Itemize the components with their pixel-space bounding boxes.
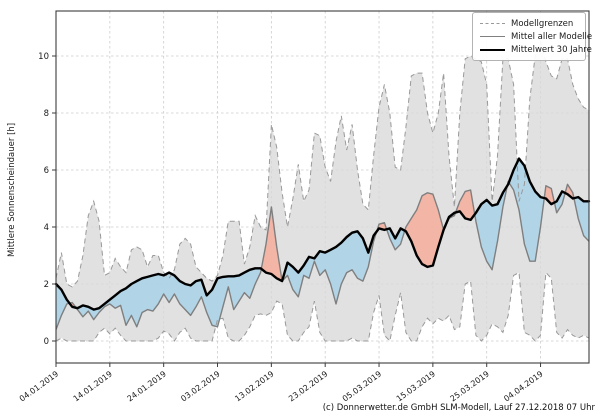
x-tick-label: 04.04.2019 <box>502 369 544 403</box>
gray-line-icon <box>480 36 505 37</box>
model-mean-line <box>55 180 590 330</box>
legend-item-mittelwert-30-jahre: Mittelwert 30 Jahre <box>480 43 592 56</box>
y-tick-label: 8 <box>44 109 49 119</box>
x-tick-label: 15.03.2019 <box>395 369 437 403</box>
x-tick-label: 13.02.2019 <box>233 369 275 403</box>
x-tick-label: 23.02.2019 <box>287 369 329 403</box>
envelope-max-line <box>55 40 590 288</box>
y-tick-label: 2 <box>44 280 49 290</box>
dashed-line-icon <box>480 23 505 24</box>
x-tick-label: 24.01.2019 <box>126 369 168 403</box>
y-tick-label: 4 <box>44 223 49 233</box>
legend-label: Mittel aller Modelle <box>511 31 593 42</box>
x-tick-label: 04.01.2019 <box>18 369 60 403</box>
x-tick-label: 14.01.2019 <box>72 369 114 403</box>
y-tick-label: 0 <box>44 337 49 347</box>
mean-30y-line <box>54 157 591 311</box>
legend-item-modellgrenzen: Modellgrenzen <box>480 17 581 30</box>
model-range-band <box>56 41 589 342</box>
y-axis-label: Mittlere Sonnenscheindauer [h] <box>7 122 17 258</box>
legend-label: Mittelwert 30 Jahre <box>511 44 592 55</box>
legend-label: Modellgrenzen <box>511 18 574 29</box>
legend-item-mittel-aller-modelle: Mittel aller Modelle <box>480 30 592 43</box>
y-tick-label: 10 <box>38 52 49 62</box>
black-line-icon <box>480 48 505 51</box>
legend: Modellgrenzen Mittel aller Modelle Mitte… <box>472 12 592 61</box>
x-tick-label: 05.03.2019 <box>341 369 383 403</box>
plot-border <box>55 10 590 364</box>
copyright-note: (c) Donnerwetter.de GmbH SLM-Modell, Lau… <box>322 403 595 413</box>
x-tick-label: 03.02.2019 <box>179 369 221 403</box>
x-tick-label: 25.03.2019 <box>449 369 491 403</box>
below-normal-fill <box>56 158 589 330</box>
y-tick-label: 6 <box>44 166 49 176</box>
